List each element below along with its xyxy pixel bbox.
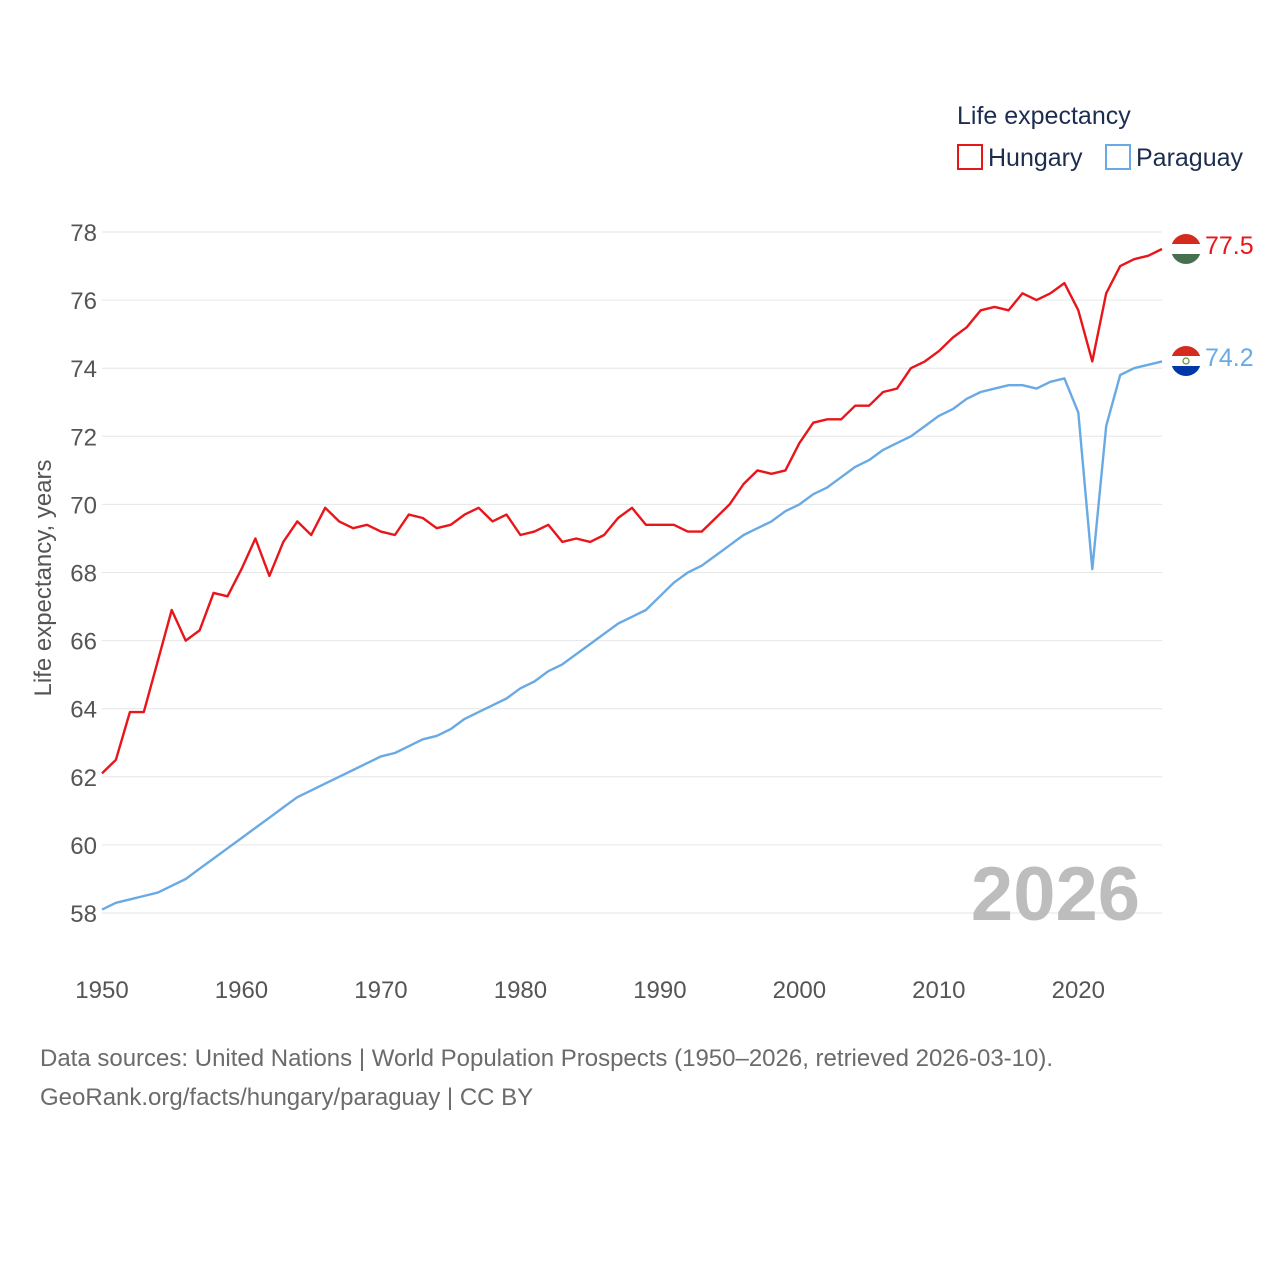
series-lines [101, 247, 1163, 911]
data-source-note: Data sources: United Nations | World Pop… [40, 1045, 1054, 1072]
y-tick-label: 74 [70, 356, 97, 383]
year-watermark: 2026 [971, 852, 1140, 937]
x-tick-label: 1970 [354, 977, 407, 1004]
x-tick-label: 1980 [494, 977, 547, 1004]
line-chart: Life expectancy Hungary Paraguay Life ex… [30, 102, 1254, 1004]
x-tick-label: 2020 [1052, 977, 1105, 1004]
credit-link[interactable]: GeoRank.org/facts/hungary/paraguay | CC … [40, 1084, 534, 1111]
y-tick-label: 64 [70, 697, 97, 724]
legend-label-paraguay: Paraguay [1136, 144, 1244, 172]
y-axis-label: Life expectancy, years [30, 459, 57, 696]
y-tick-label: 78 [70, 220, 97, 247]
y-tick-label: 76 [70, 288, 97, 315]
x-tick-label: 1950 [75, 977, 128, 1004]
y-tick-label: 72 [70, 424, 97, 451]
legend-label-hungary: Hungary [988, 144, 1083, 172]
end-label-hungary: 77.5 [1205, 232, 1254, 260]
gridlines [102, 231, 1162, 914]
x-tick-label: 2000 [773, 977, 826, 1004]
legend-swatch-paraguay [1105, 144, 1131, 170]
paraguay-flag-icon [1171, 346, 1201, 376]
y-axis-ticks: 58 60 62 64 66 68 70 72 74 76 78 [70, 220, 97, 928]
x-axis-ticks: 1950 1960 1970 1980 1990 2000 2010 2020 [75, 977, 1105, 1004]
hungary-flag-icon [1171, 234, 1201, 264]
y-tick-label: 62 [70, 765, 97, 792]
x-tick-label: 2010 [912, 977, 965, 1004]
x-tick-label: 1990 [633, 977, 686, 1004]
legend-swatch-hungary [957, 144, 983, 170]
series-line-hungary [101, 247, 1163, 775]
series-line-paraguay [101, 360, 1163, 911]
y-tick-label: 58 [70, 901, 97, 928]
y-tick-label: 66 [70, 629, 97, 656]
legend-title: Life expectancy [957, 102, 1131, 130]
y-tick-label: 60 [70, 833, 97, 860]
y-tick-label: 70 [70, 492, 97, 519]
y-tick-label: 68 [70, 561, 97, 588]
x-tick-label: 1960 [215, 977, 268, 1004]
end-label-paraguay: 74.2 [1205, 344, 1254, 372]
legend: Life expectancy Hungary Paraguay [957, 102, 1244, 172]
